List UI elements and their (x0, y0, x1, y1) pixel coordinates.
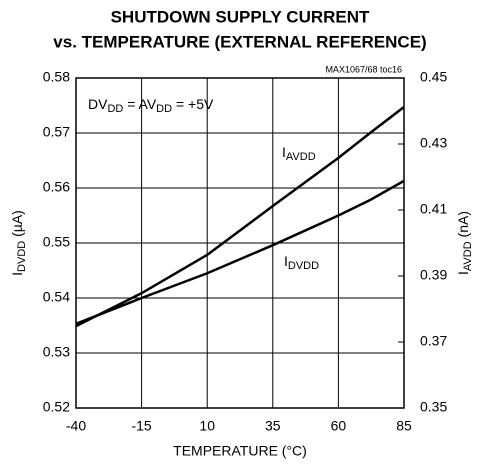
y-tick-label: 0.58 (43, 69, 70, 85)
chart-title: vs. TEMPERATURE (EXTERNAL REFERENCE) (53, 32, 426, 51)
series-line (75, 106, 405, 328)
x-tick-label: -40 (66, 418, 86, 434)
subscript: DD (107, 103, 123, 115)
subscript: AVDD (462, 241, 474, 271)
subscript: DD (156, 103, 172, 115)
plot-frame (75, 77, 405, 409)
text-part: (µA) (9, 210, 25, 241)
y-tick-label: 0.57 (43, 124, 70, 140)
y-tick-label: 0.53 (43, 344, 70, 360)
series-label: IDVDD (284, 253, 319, 272)
y2-tick-label: 0.35 (420, 399, 447, 415)
x-tick-label: 85 (396, 418, 412, 434)
x-tick-label: 10 (199, 418, 215, 434)
chart-title: SHUTDOWN SUPPLY CURRENT (111, 7, 370, 26)
x-axis-label: TEMPERATURE (°C) (173, 443, 307, 459)
note: MAX1067/68 toc16 (325, 64, 402, 74)
x-tick-label: 35 (265, 418, 281, 434)
y-tick-label: 0.54 (43, 289, 70, 305)
y2-tick-label: 0.41 (420, 201, 447, 217)
text-part: = AV (123, 96, 156, 112)
text-part: DV (88, 96, 108, 112)
y2-tick-label: 0.39 (420, 267, 447, 283)
subscript: AVDD (286, 151, 316, 163)
x-tick-label: -15 (131, 418, 151, 434)
y-tick-label: 0.52 (43, 399, 70, 415)
text-part: I (9, 272, 25, 276)
text-part: = +5V (172, 96, 214, 112)
y2-tick-label: 0.37 (420, 333, 447, 349)
text-part: I (455, 271, 471, 275)
x-tick-label: 60 (331, 418, 347, 434)
text-part: I (284, 253, 288, 269)
y2-tick-label: 0.45 (420, 69, 447, 85)
text-part: (nA) (455, 211, 471, 241)
series-label: IAVDD (282, 144, 316, 163)
y-axis-label: IDVDD (µA) (9, 210, 28, 276)
subscript: DVDD (16, 241, 28, 272)
text-part: I (282, 144, 286, 160)
y-tick-label: 0.56 (43, 179, 70, 195)
y2-axis-label: IAVDD (nA) (455, 211, 474, 275)
subscript: DVDD (288, 260, 319, 272)
annotation: DVDD = AVDD = +5V (88, 96, 214, 115)
y2-tick-label: 0.43 (420, 135, 447, 151)
y-tick-label: 0.55 (43, 234, 70, 250)
series-line (75, 179, 405, 326)
